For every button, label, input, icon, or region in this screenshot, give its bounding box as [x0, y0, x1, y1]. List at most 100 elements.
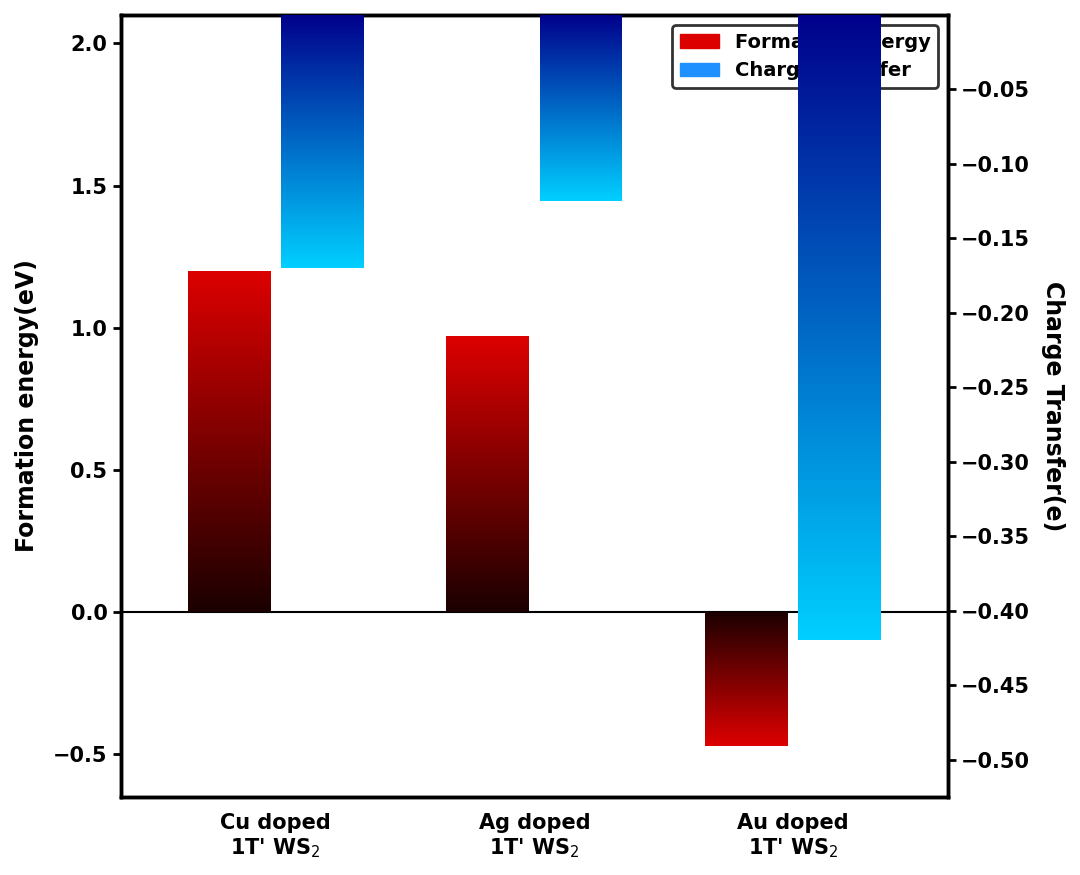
Bar	[798, 81, 881, 84]
Bar	[798, 247, 881, 248]
Bar	[188, 519, 271, 520]
Bar	[798, 203, 881, 205]
Bar	[446, 510, 529, 511]
Bar	[798, 613, 881, 615]
Bar	[446, 488, 529, 489]
Bar	[188, 349, 271, 351]
Bar	[798, 419, 881, 422]
Bar	[798, 253, 881, 255]
Bar	[798, 123, 881, 125]
Bar	[188, 273, 271, 274]
Bar	[798, 282, 881, 284]
Bar	[798, 122, 881, 123]
Bar	[798, 564, 881, 565]
Bar	[798, 86, 881, 88]
Bar	[446, 435, 529, 436]
Bar	[446, 522, 529, 523]
Bar	[446, 400, 529, 401]
Bar	[188, 314, 271, 315]
Bar	[188, 492, 271, 493]
Bar	[798, 54, 881, 57]
Bar	[798, 24, 881, 25]
Bar	[798, 411, 881, 413]
Bar	[188, 498, 271, 500]
Bar	[446, 427, 529, 428]
Bar	[446, 608, 529, 609]
Bar	[798, 159, 881, 161]
Bar	[446, 585, 529, 586]
Bar	[798, 25, 881, 27]
Bar	[188, 283, 271, 284]
Bar	[188, 332, 271, 333]
Bar	[188, 388, 271, 389]
Bar	[798, 78, 881, 80]
Bar	[446, 564, 529, 565]
Bar	[798, 378, 881, 380]
Bar	[188, 288, 271, 289]
Bar	[446, 505, 529, 506]
Bar	[188, 287, 271, 288]
Bar	[446, 588, 529, 589]
Bar	[798, 490, 881, 493]
Bar	[188, 500, 271, 501]
Bar	[798, 467, 881, 470]
Bar	[188, 294, 271, 295]
Bar	[446, 503, 529, 505]
Bar	[798, 304, 881, 307]
Bar	[188, 421, 271, 422]
Bar	[798, 267, 881, 270]
Bar	[188, 490, 271, 492]
Bar	[188, 353, 271, 354]
Bar	[446, 364, 529, 365]
Bar	[446, 610, 529, 611]
Bar	[188, 487, 271, 488]
Bar	[798, 509, 881, 511]
Bar	[798, 588, 881, 591]
Bar	[188, 528, 271, 529]
Bar	[188, 529, 271, 530]
Bar	[188, 299, 271, 300]
Bar	[798, 493, 881, 494]
Bar	[446, 447, 529, 448]
Bar	[446, 525, 529, 526]
Bar	[188, 409, 271, 410]
Bar	[188, 385, 271, 386]
Bar	[798, 149, 881, 150]
Bar	[446, 582, 529, 583]
Bar	[798, 532, 881, 534]
Bar	[798, 286, 881, 288]
Bar	[188, 611, 271, 612]
Bar	[446, 346, 529, 347]
Bar	[188, 564, 271, 565]
Bar	[188, 477, 271, 478]
Bar	[446, 371, 529, 372]
Bar	[798, 609, 881, 612]
Bar	[798, 488, 881, 490]
Bar	[798, 215, 881, 217]
Bar	[446, 561, 529, 562]
Bar	[446, 554, 529, 555]
Bar	[188, 538, 271, 539]
Bar	[798, 257, 881, 259]
Bar	[446, 349, 529, 350]
Bar	[188, 271, 271, 272]
Bar	[188, 318, 271, 319]
Bar	[446, 547, 529, 548]
Bar	[446, 538, 529, 539]
Bar	[798, 396, 881, 399]
Bar	[188, 505, 271, 507]
Bar	[188, 496, 271, 497]
Bar	[188, 526, 271, 527]
Bar	[798, 511, 881, 514]
Bar	[798, 401, 881, 402]
Bar	[188, 485, 271, 486]
Bar	[446, 405, 529, 406]
Bar	[798, 155, 881, 157]
Bar	[188, 512, 271, 513]
Bar	[446, 353, 529, 354]
Bar	[798, 107, 881, 108]
Bar	[446, 388, 529, 389]
Bar	[798, 534, 881, 536]
Bar	[188, 568, 271, 569]
Bar	[798, 116, 881, 117]
